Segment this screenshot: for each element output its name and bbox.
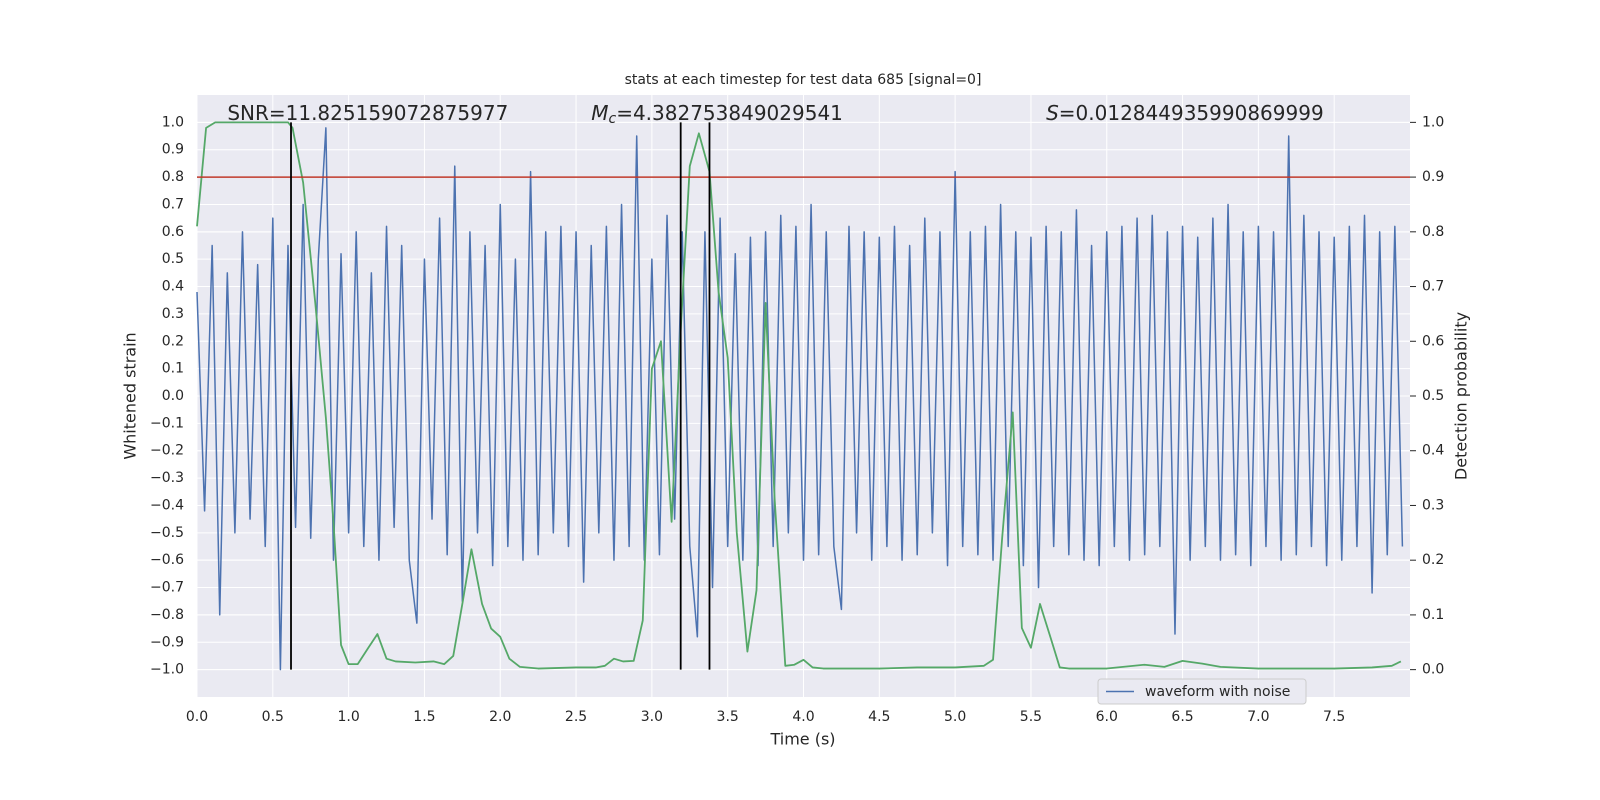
y-tick-label: 0.0 (162, 388, 184, 404)
x-tick-label: 3.5 (717, 709, 739, 725)
annotation-symbol: M (591, 101, 608, 125)
y-tick-label: 0.8 (162, 169, 184, 185)
y2-tick-label: 0.6 (1422, 333, 1444, 349)
y-tick-label: 0.1 (162, 361, 184, 377)
x-axis-label: Time (s) (769, 730, 835, 749)
x-tick-label: 3.0 (641, 709, 663, 725)
x-tick-label: 7.0 (1247, 709, 1269, 725)
x-tick-label: 0.5 (262, 709, 284, 725)
y2-tick-label: 0.9 (1422, 169, 1444, 185)
legend-label: waveform with noise (1145, 684, 1290, 700)
y-tick-label: 0.5 (162, 251, 184, 267)
y-tick-label: 0.4 (162, 279, 184, 295)
y-axis-label: Whitened strain (121, 332, 140, 459)
y2-tick-label: 0.0 (1422, 662, 1444, 678)
annotation: SNR=11.825159072875977 (227, 101, 508, 125)
y-tick-label: −0.9 (150, 634, 184, 650)
x-tick-label: 2.0 (489, 709, 511, 725)
annotation-text: SNR=11.825159072875977 (227, 101, 508, 125)
x-tick-label: 5.0 (944, 709, 966, 725)
x-tick-label: 1.5 (413, 709, 435, 725)
y2-tick-label: 0.1 (1422, 607, 1444, 623)
legend: waveform with noise (1097, 678, 1307, 705)
y-tick-label: 0.6 (162, 224, 184, 240)
y-tick-label: 0.3 (162, 306, 184, 322)
y2-tick-label: 0.2 (1422, 552, 1444, 568)
y-tick-label: −0.5 (150, 525, 184, 541)
x-tick-label: 4.0 (792, 709, 814, 725)
y-tick-label: 1.0 (162, 114, 184, 130)
y-tick-label: −0.2 (150, 443, 184, 459)
y-tick-label: 0.9 (162, 142, 184, 158)
annotation: Mc=4.382753849029541 (591, 101, 843, 128)
y-tick-label: −0.3 (150, 470, 184, 486)
y2-axis-label: Detection probability (1452, 312, 1471, 480)
y-tick-label: −0.8 (150, 607, 184, 623)
x-tick-label: 1.0 (337, 709, 359, 725)
annotation-symbol: S (1046, 101, 1059, 125)
y-tick-label: −0.6 (150, 552, 184, 568)
y2-tick-label: 0.5 (1422, 388, 1444, 404)
x-tick-label: 4.5 (868, 709, 890, 725)
annotation-text: =4.382753849029541 (616, 101, 843, 125)
chart-title: stats at each timestep for test data 685… (625, 72, 982, 88)
waveform-line (196, 127, 1404, 671)
y2-tick-label: 0.4 (1422, 443, 1444, 459)
y2-tick-label: 0.3 (1422, 497, 1444, 513)
x-tick-label: 6.5 (1171, 709, 1193, 725)
y-tick-label: −0.7 (150, 580, 184, 596)
probability-line (196, 121, 1402, 670)
x-tick-label: 2.5 (565, 709, 587, 725)
x-tick-label: 5.5 (1020, 709, 1042, 725)
y-tick-label: −0.1 (150, 415, 184, 431)
x-tick-label: 7.5 (1323, 709, 1345, 725)
x-tick-label: 6.0 (1096, 709, 1118, 725)
y2-tick-label: 1.0 (1422, 114, 1444, 130)
annotation-subscript: c (608, 111, 616, 127)
y-tick-label: −0.4 (150, 497, 184, 513)
annotation-text: =0.012844935990869999 (1059, 101, 1324, 125)
y-tick-label: 0.7 (162, 196, 184, 212)
y-tick-label: −1.0 (150, 662, 184, 678)
x-tick-label: 0.0 (186, 709, 208, 725)
y-tick-label: 0.2 (162, 333, 184, 349)
annotation: S=0.012844935990869999 (1046, 101, 1324, 125)
y2-tick-label: 0.8 (1422, 224, 1444, 240)
y2-tick-label: 0.7 (1422, 279, 1444, 295)
legend-box (1097, 678, 1307, 705)
